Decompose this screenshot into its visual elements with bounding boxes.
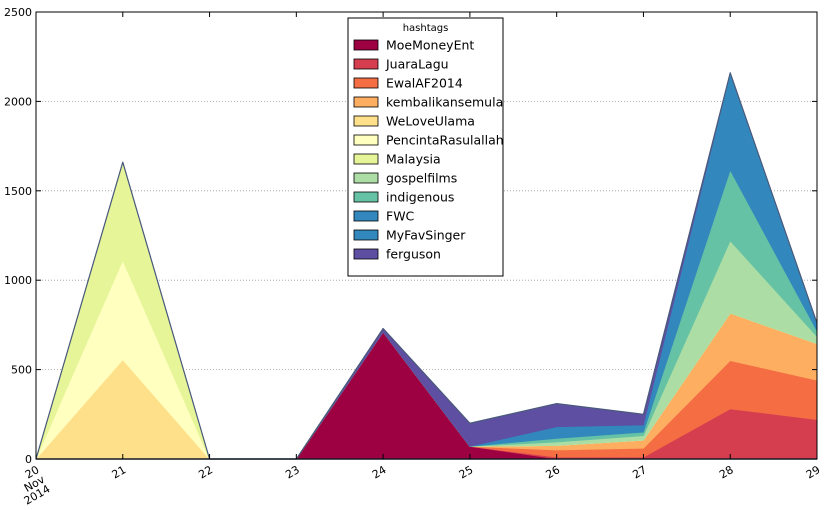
x-tick-label-line: 22 bbox=[196, 463, 215, 481]
x-tick-label-line: 23 bbox=[283, 463, 302, 481]
x-tick-label-3: 23 bbox=[283, 463, 302, 481]
legend-swatch-gospelfilms bbox=[353, 172, 379, 184]
x-tick-label-8: 28 bbox=[717, 463, 736, 481]
x-tick-label-line: 20 bbox=[23, 463, 42, 481]
legend-swatch-ferguson bbox=[353, 248, 379, 260]
y-tick-label-0: 0 bbox=[25, 453, 32, 466]
legend-swatch-WeLoveUlama bbox=[353, 115, 379, 127]
x-tick-label-line: 24 bbox=[370, 463, 389, 481]
legend-swatch-MoeMoneyEnt bbox=[353, 39, 379, 51]
legend-swatch-Malaysia bbox=[353, 153, 379, 165]
x-tick-label-line: 28 bbox=[717, 463, 736, 481]
legend-swatch-indigenous bbox=[353, 191, 379, 203]
legend-label-kembalikansemula: kembalikansemula bbox=[386, 95, 503, 110]
x-tick-label-2: 22 bbox=[196, 463, 215, 481]
legend-label-gospelfilms: gospelfilms bbox=[386, 171, 457, 186]
y-tick-label-500: 500 bbox=[11, 364, 32, 377]
y-tick-label-2500: 2500 bbox=[4, 6, 32, 19]
y-tick-label-1000: 1000 bbox=[4, 274, 32, 287]
x-tick-label-line: 25 bbox=[457, 463, 476, 481]
legend-swatch-kembalikansemula bbox=[353, 96, 379, 108]
x-tick-label-1: 21 bbox=[110, 463, 129, 481]
legend-label-Malaysia: Malaysia bbox=[386, 152, 441, 167]
legend-swatch-PencintaRasulallah bbox=[353, 134, 379, 146]
legend-label-PencintaRasulallah: PencintaRasulallah bbox=[386, 133, 504, 148]
legend-swatch-FWC bbox=[353, 210, 379, 222]
legend-label-ferguson: ferguson bbox=[386, 247, 441, 262]
x-tick-label-5: 25 bbox=[457, 463, 476, 481]
x-tick-label-7: 27 bbox=[630, 463, 649, 481]
x-tick-label-6: 26 bbox=[544, 463, 563, 481]
x-tick-label-line: 27 bbox=[630, 463, 649, 481]
x-tick-label-9: 29 bbox=[804, 463, 823, 481]
x-tick-label-line: 26 bbox=[544, 463, 563, 481]
legend-label-WeLoveUlama: WeLoveUlama bbox=[386, 114, 475, 129]
legend: hashtags MoeMoneyEnt JuaraLagu EwalAF2014 ke… bbox=[347, 17, 504, 277]
y-tick-label-2000: 2000 bbox=[4, 95, 32, 108]
legend-title: hashtags bbox=[403, 23, 449, 34]
legend-label-MyFavSinger: MyFavSinger bbox=[386, 228, 466, 243]
x-tick-label-line: 29 bbox=[804, 463, 823, 481]
legend-swatch-EwalAF2014 bbox=[353, 77, 379, 89]
legend-swatch-JuaraLagu bbox=[353, 58, 379, 70]
legend-label-indigenous: indigenous bbox=[386, 190, 454, 205]
x-tick-label-line: 21 bbox=[110, 463, 129, 481]
legend-label-EwalAF2014: EwalAF2014 bbox=[386, 76, 463, 91]
legend-label-MoeMoneyEnt: MoeMoneyEnt bbox=[386, 38, 474, 53]
x-tick-label-0: 20Nov2014 bbox=[11, 463, 53, 508]
axes: 0 500 1000 1500 2000 2500 20Nov2014 21 22 23 24 25 2… bbox=[4, 6, 823, 508]
stack-outline bbox=[35, 72, 818, 460]
legend-swatch-MyFavSinger bbox=[353, 229, 379, 241]
plot-frame bbox=[35, 11, 818, 460]
y-tick-label-1500: 1500 bbox=[4, 185, 32, 198]
legend-label-FWC: FWC bbox=[386, 209, 415, 224]
legend-label-JuaraLagu: JuaraLagu bbox=[385, 57, 449, 72]
x-tick-label-4: 24 bbox=[370, 463, 389, 481]
